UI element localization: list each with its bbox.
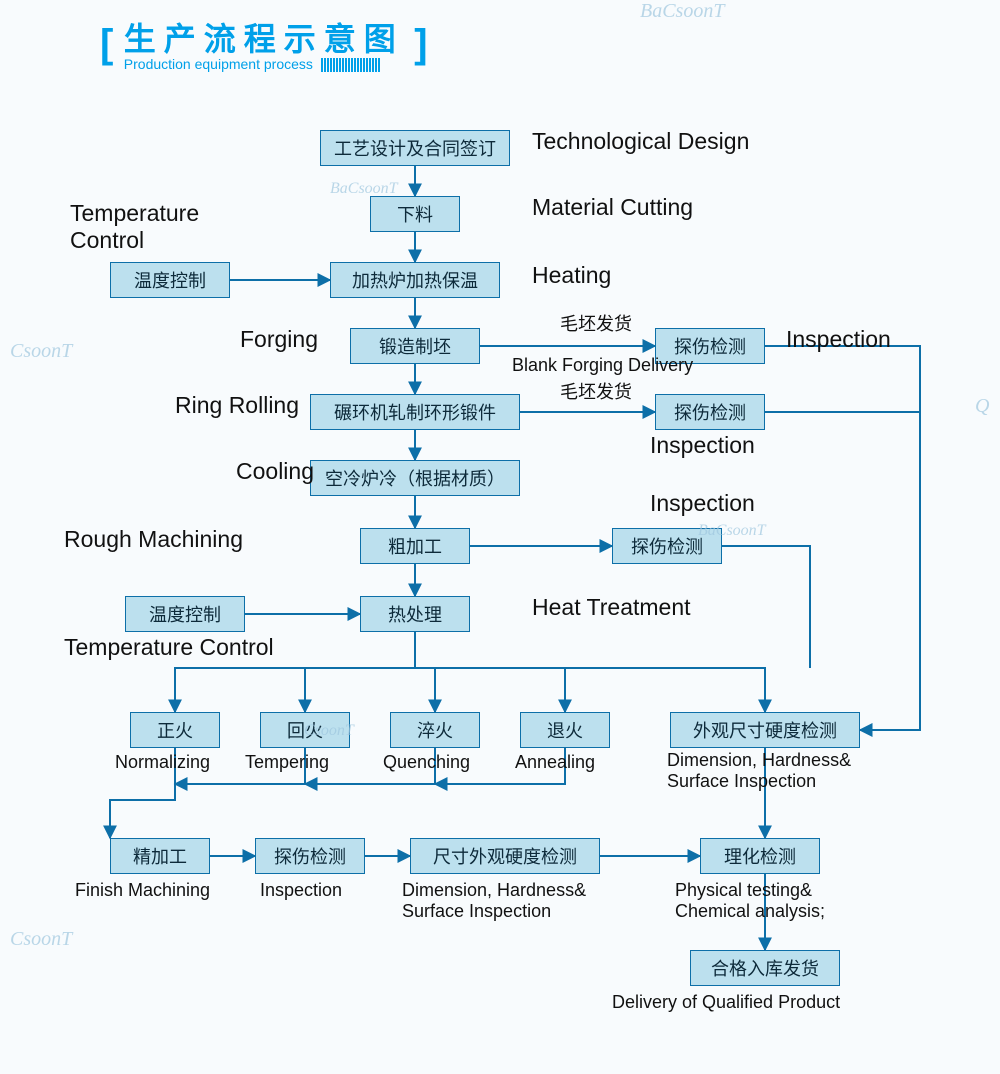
flow-label-L24: Delivery of Qualified Product	[612, 992, 840, 1013]
flow-node-n2: 下料	[370, 196, 460, 232]
watermark-0: BaCsoonT	[640, 0, 724, 23]
flow-label-L8: Ring Rolling	[175, 392, 299, 419]
flow-node-n6: 空冷炉冷（根据材质）	[310, 460, 520, 496]
flow-node-f2: 探伤检测	[255, 838, 365, 874]
flow-label-L6: Inspection	[786, 326, 891, 353]
flow-label-L11: Inspection	[650, 490, 755, 517]
flow-label-L9: Inspection	[650, 432, 755, 459]
bracket-left: [	[100, 14, 113, 74]
flow-node-d1: 外观尺寸硬度检测	[670, 712, 860, 748]
flow-label-L3: Heating	[532, 262, 611, 289]
flow-label-L13: Temperature Control	[64, 634, 274, 661]
flow-label-L23: Physical testing&Chemical analysis;	[675, 880, 825, 922]
flow-node-h2: 回火	[260, 712, 350, 748]
flow-label-L4: TemperatureControl	[70, 200, 199, 254]
flow-node-f1: 精加工	[110, 838, 210, 874]
flow-label-L14: Heat Treatment	[532, 594, 691, 621]
flow-label-L22: Dimension, Hardness&Surface Inspection	[402, 880, 586, 922]
flow-node-tc1: 温度控制	[110, 262, 230, 298]
header-block: [ 生产流程示意图 Production equipment process ]	[100, 14, 428, 74]
flow-node-n3: 加热炉加热保温	[330, 262, 500, 298]
flow-node-tc2: 温度控制	[125, 596, 245, 632]
flow-node-h4: 退火	[520, 712, 610, 748]
watermark-6: CsoonT	[10, 928, 72, 951]
flow-label-L1: Technological Design	[532, 128, 749, 155]
flow-label-L2: Material Cutting	[532, 194, 693, 221]
flow-label-L7b: 毛坯发货	[560, 310, 632, 336]
flow-node-i3: 探伤检测	[612, 528, 722, 564]
flow-node-n1: 工艺设计及合同签订	[320, 130, 510, 166]
flow-label-L18: Annealing	[515, 752, 595, 773]
bracket-right: ]	[414, 14, 427, 74]
watermark-1: CsoonT	[10, 340, 72, 363]
flow-label-L20: Finish Machining	[75, 880, 210, 901]
flow-node-q1: 合格入库发货	[690, 950, 840, 986]
title-cn: 生产流程示意图	[124, 14, 404, 60]
flow-label-L7c: 毛坯发货	[560, 378, 632, 404]
flow-label-L5: Forging	[240, 326, 318, 353]
flow-node-n8: 热处理	[360, 596, 470, 632]
flow-label-L10: Cooling	[236, 458, 314, 485]
flow-label-L12: Rough Machining	[64, 526, 243, 553]
flow-label-L19: Dimension, Hardness&Surface Inspection	[667, 750, 851, 792]
watermark-2: Q	[975, 395, 989, 418]
flow-label-L21: Inspection	[260, 880, 342, 901]
flow-node-n4: 锻造制坯	[350, 328, 480, 364]
flow-node-n7: 粗加工	[360, 528, 470, 564]
flow-node-h3: 淬火	[390, 712, 480, 748]
flow-node-f3: 尺寸外观硬度检测	[410, 838, 600, 874]
flow-label-L16: Tempering	[245, 752, 329, 773]
flow-node-h1: 正火	[130, 712, 220, 748]
flow-label-L17: Quenching	[383, 752, 470, 773]
barcode-icon	[321, 58, 381, 72]
flow-node-i2: 探伤检测	[655, 394, 765, 430]
flow-node-p1: 理化检测	[700, 838, 820, 874]
title-row: [ 生产流程示意图 Production equipment process ]	[100, 14, 428, 74]
flow-node-n5: 碾环机轧制环形锻件	[310, 394, 520, 430]
flow-label-L7: Blank Forging Delivery	[512, 355, 693, 376]
title-en: Production equipment process	[124, 56, 404, 72]
flow-label-L15: Normalizing	[115, 752, 210, 773]
